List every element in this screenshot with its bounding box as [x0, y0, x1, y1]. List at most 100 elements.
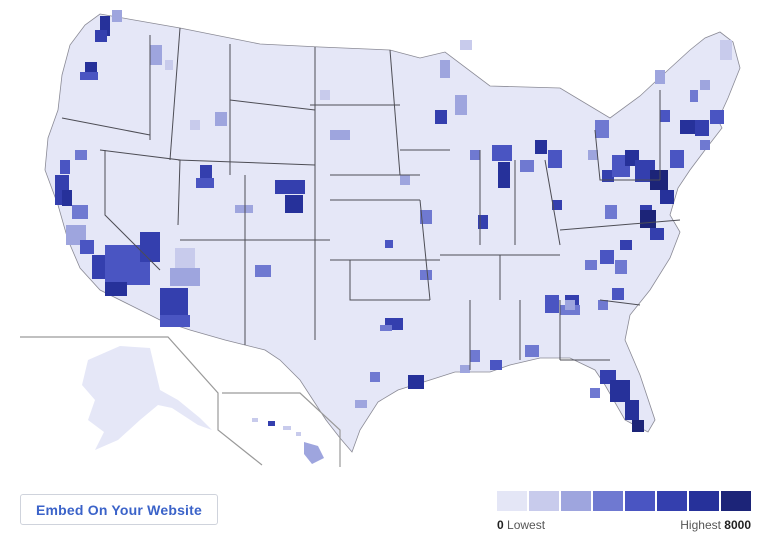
- legend-swatch: [625, 491, 655, 511]
- state-borders: [61, 27, 681, 370]
- legend-swatch: [721, 491, 751, 511]
- county-cluster: [700, 80, 710, 90]
- county-cluster: [330, 130, 350, 140]
- county-cluster: [498, 162, 510, 188]
- county-cluster: [565, 300, 575, 310]
- legend-swatch: [689, 491, 719, 511]
- county-cluster: [170, 268, 200, 286]
- county-cluster: [160, 288, 188, 316]
- county-cluster: [595, 120, 609, 138]
- county-cluster: [75, 150, 87, 160]
- county-cluster: [275, 180, 305, 194]
- county-cluster: [95, 30, 107, 42]
- county-cluster: [140, 232, 160, 262]
- county-cluster: [400, 175, 410, 185]
- legend-swatch: [497, 491, 527, 511]
- county-cluster: [695, 120, 709, 136]
- county-cluster: [670, 150, 684, 168]
- county-cluster: [545, 295, 559, 313]
- county-cluster: [655, 70, 665, 84]
- county-cluster: [470, 150, 480, 160]
- state-border: [419, 199, 431, 301]
- state-border: [389, 49, 401, 176]
- county-cluster: [175, 248, 195, 268]
- county-cluster: [620, 240, 632, 250]
- county-cluster: [690, 90, 698, 102]
- county-cluster: [435, 110, 447, 124]
- legend-scale: [497, 491, 753, 511]
- choropleth-map: [20, 10, 741, 467]
- county-cluster: [460, 365, 470, 373]
- county-cluster: [615, 260, 627, 274]
- state-border: [177, 159, 316, 166]
- county-cluster: [72, 205, 88, 219]
- county-cluster: [650, 228, 664, 240]
- county-cluster: [60, 160, 70, 174]
- state-border: [544, 159, 561, 246]
- county-cluster: [600, 250, 614, 264]
- county-cluster: [602, 170, 614, 182]
- county-cluster: [370, 372, 380, 382]
- legend-swatch: [593, 491, 623, 511]
- county-cluster: [355, 400, 367, 408]
- county-cluster: [255, 265, 271, 277]
- county-cluster: [720, 40, 732, 60]
- county-cluster: [590, 388, 600, 398]
- county-cluster: [525, 345, 539, 357]
- county-cluster: [440, 60, 450, 78]
- state-border: [599, 299, 641, 306]
- county-cluster: [112, 10, 122, 22]
- county-cluster: [100, 16, 110, 36]
- county-cluster: [408, 375, 424, 389]
- county-cluster: [585, 260, 597, 270]
- county-cluster: [478, 215, 488, 229]
- county-cluster: [215, 112, 227, 126]
- legend: 0 Lowest Highest 8000: [497, 491, 753, 536]
- embed-button[interactable]: Embed On Your Website: [20, 494, 218, 525]
- county-cluster: [320, 90, 330, 100]
- county-cluster: [492, 145, 512, 161]
- county-cluster: [605, 205, 617, 219]
- county-cluster: [380, 325, 392, 331]
- county-cluster: [598, 300, 608, 310]
- county-cluster: [490, 360, 502, 370]
- county-cluster: [460, 40, 472, 50]
- state-border: [229, 99, 316, 111]
- county-cluster: [660, 110, 670, 122]
- county-clusters: [55, 10, 732, 432]
- county-cluster: [80, 240, 94, 254]
- legend-swatch: [529, 491, 559, 511]
- county-cluster: [612, 288, 624, 300]
- county-cluster: [385, 240, 393, 248]
- county-cluster: [160, 315, 190, 327]
- county-cluster: [105, 282, 127, 296]
- state-border: [169, 27, 181, 161]
- county-cluster: [660, 190, 674, 204]
- inset-divider-line: [20, 336, 263, 466]
- county-cluster: [190, 120, 200, 130]
- legend-labels: 0 Lowest Highest 8000: [497, 518, 753, 536]
- county-cluster: [548, 150, 562, 168]
- county-cluster: [80, 72, 98, 80]
- hawaii-shape: [252, 418, 324, 464]
- county-cluster: [535, 140, 547, 154]
- county-cluster: [625, 400, 639, 420]
- county-cluster: [150, 45, 162, 65]
- county-cluster: [165, 60, 173, 70]
- legend-high: Highest 8000: [680, 518, 751, 532]
- state-border: [61, 117, 151, 136]
- county-cluster: [640, 210, 656, 228]
- state-border: [104, 150, 161, 271]
- county-cluster: [610, 380, 630, 402]
- county-cluster: [700, 140, 710, 150]
- state-border: [559, 219, 681, 231]
- legend-swatch: [561, 491, 591, 511]
- state-border: [594, 129, 660, 181]
- county-cluster: [62, 190, 72, 206]
- county-cluster: [520, 160, 534, 172]
- county-cluster: [680, 120, 698, 134]
- legend-swatch: [657, 491, 687, 511]
- alaska-shape: [82, 346, 212, 450]
- county-cluster: [420, 210, 432, 224]
- county-cluster: [196, 178, 214, 188]
